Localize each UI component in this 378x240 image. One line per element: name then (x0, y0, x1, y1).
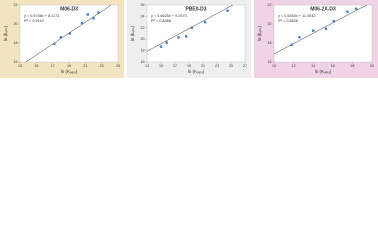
data-point (68, 32, 72, 35)
x-axis-label: ln (Kₒₑₗₒ) (315, 69, 332, 74)
x-tick-label: 25 (116, 64, 120, 68)
y-tick-label: 22 (141, 26, 145, 30)
chart-panels: 13 15 17 19 21 23 25 16 18 20 22 M06-D3y = 0.5748x … (0, 0, 378, 78)
plot-area (146, 4, 246, 63)
data-point (177, 36, 180, 39)
data-point (332, 19, 335, 23)
y-tick-label: 16 (141, 60, 145, 64)
x-axis-label: ln (Kₒₑₗₒ) (188, 69, 205, 74)
r-squared: R² = 0.8626 (278, 19, 298, 23)
data-point (290, 43, 293, 47)
x-axis-label: ln (Kₒₑₗₒ) (61, 69, 78, 74)
chart-title: PBE0-D3 (185, 6, 206, 12)
r-squared: R² = 0.9119 (24, 19, 44, 23)
data-point (86, 13, 89, 16)
x-tick-label: 20 (370, 64, 374, 68)
x-tick-label: 19 (67, 64, 71, 68)
x-tick-label: 17 (51, 64, 55, 68)
y-tick-label: 26 (141, 3, 145, 7)
data-point (80, 21, 84, 25)
x-tick-label: 10 (272, 64, 276, 68)
data-point (312, 29, 315, 32)
data-point (324, 27, 328, 30)
x-tick-label: 23 (100, 64, 104, 68)
x-tick-label: 13 (18, 64, 22, 68)
x-tick-label: 17 (173, 64, 177, 68)
x-tick-label: 23 (215, 64, 219, 68)
data-point (92, 17, 95, 20)
r-squared: R² = 0.8468 (151, 19, 171, 23)
x-tick-label: 15 (159, 64, 163, 68)
y-tick-label: 24 (141, 14, 145, 18)
data-point (97, 11, 100, 14)
data-point (185, 35, 188, 38)
x-tick-label: 15 (34, 64, 38, 68)
y-axis-label: ln (kₒₕₛ) (3, 25, 8, 41)
x-tick-label: 14 (311, 64, 315, 68)
data-point (355, 7, 358, 10)
x-tick-label: 12 (292, 64, 296, 68)
y-tick-label: 18 (141, 49, 145, 53)
data-point (53, 42, 56, 46)
y-tick-label: 18 (14, 41, 18, 45)
y-tick-label: 22 (268, 3, 272, 7)
y-tick-label: 20 (268, 22, 272, 26)
data-point (59, 36, 63, 39)
x-tick-label: 21 (83, 64, 87, 68)
x-tick-label: 21 (201, 64, 205, 68)
x-tick-label: 18 (350, 64, 354, 68)
trend-line (147, 5, 234, 52)
y-tick-label: 22 (14, 3, 18, 7)
x-tick-label: 16 (331, 64, 335, 68)
data-point (190, 26, 193, 29)
data-point (203, 20, 207, 24)
x-tick-label: 19 (187, 64, 191, 68)
data-point (159, 45, 163, 48)
data-point (298, 36, 301, 39)
plot-area (273, 4, 373, 63)
trend-equation: y = 0.5453x + 11.3932 (278, 14, 316, 18)
y-tick-label: 16 (268, 60, 272, 64)
trend-line (274, 5, 368, 55)
y-tick-label: 20 (141, 37, 145, 41)
chart-title: M06-D3 (60, 6, 78, 12)
y-axis-label: ln (kₒₕₛ) (257, 25, 262, 41)
trend-equation: y = 0.6625x + 9.2670 (151, 14, 187, 18)
y-tick-label: 20 (14, 22, 18, 26)
trend-equation: y = 0.5748x + 8.1172 (24, 14, 59, 18)
x-tick-label: 25 (229, 64, 233, 68)
x-tick-label: 13 (145, 64, 149, 68)
y-axis-label: ln (kₒₕₛ) (130, 25, 135, 41)
y-tick-label: 16 (14, 60, 18, 64)
data-point (165, 41, 168, 44)
x-tick-label: 27 (243, 64, 247, 68)
y-tick-label: 18 (268, 41, 272, 45)
chart-title: M06-2X-D3 (310, 6, 336, 12)
data-point (226, 9, 229, 12)
data-point (346, 10, 349, 13)
